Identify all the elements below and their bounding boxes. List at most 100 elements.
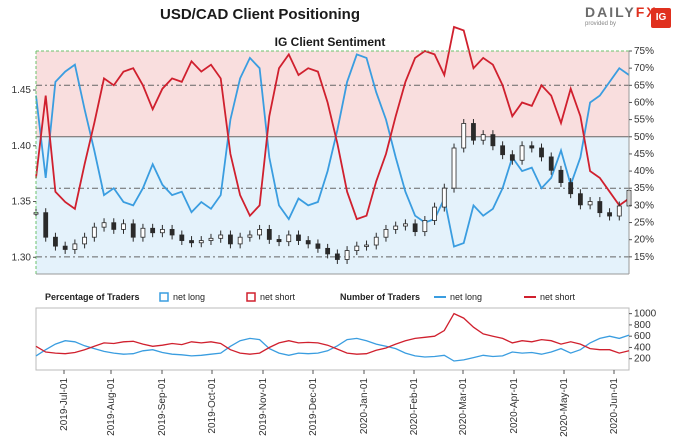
price-candle [305, 240, 311, 245]
price-candle [393, 225, 399, 230]
price-candle [441, 187, 447, 208]
price-candle [451, 147, 457, 189]
price-candle [247, 234, 253, 238]
price-candle [422, 220, 428, 233]
pct-tick-label: 35% [634, 183, 654, 194]
pct-tick-label: 55% [634, 115, 654, 126]
price-candle [334, 253, 340, 260]
x-tick-label: 2019-Dec-01 [308, 378, 319, 436]
legend-pct-long-swatch [159, 292, 169, 302]
price-candle [568, 182, 574, 195]
legend: Percentage of Traders net long net short Nu… [45, 292, 576, 302]
pct-tick-label: 50% [634, 132, 654, 143]
price-candle [62, 245, 68, 250]
pct-tick-label: 60% [634, 97, 654, 108]
long-zone [36, 136, 629, 274]
bottom-frame [35, 307, 630, 371]
legend-pct-short-swatch [246, 292, 256, 302]
net-long-count-line [35, 334, 630, 362]
chart-subtitle: IG Client Sentiment [274, 35, 386, 49]
count-tick-label: 800 [634, 320, 651, 331]
price-candle [169, 228, 175, 236]
net-short-pct-line [35, 25, 630, 221]
price-candle [500, 145, 506, 156]
logo-tagline: provided by [585, 21, 617, 27]
net-long-pct-line [35, 53, 630, 248]
price-candle [72, 243, 78, 250]
price-candle [91, 226, 97, 238]
pct-tick-label: 70% [634, 63, 654, 74]
price-candle [471, 123, 476, 141]
x-tick-label: 2020-May-01 [559, 378, 570, 437]
price-candle [412, 223, 418, 233]
x-tick-label: 2020-Mar-01 [458, 378, 469, 436]
price-candle [150, 227, 156, 234]
pct-tick-label: 30% [634, 200, 654, 211]
price-candle [101, 222, 107, 228]
price-candle [286, 234, 292, 243]
price-candle [519, 145, 525, 161]
price-candle [354, 245, 360, 251]
x-tick-label: 2020-Jun-01 [609, 378, 620, 435]
x-axis: 2019-Jul-01 2019-Aug-01 2019-Sep-01 2019-Oc… [59, 370, 620, 437]
price-candle [325, 247, 331, 255]
price-candle [616, 205, 622, 217]
legend-pct-short: net short [260, 292, 296, 302]
price-candle [315, 243, 321, 249]
price-candle [577, 193, 583, 206]
pct-tick-label: 40% [634, 166, 654, 177]
price-candle [461, 123, 467, 149]
x-tick-label: 2020-Apr-01 [509, 378, 520, 434]
price-candle [539, 147, 544, 158]
price-tick-label: 1.40 [12, 141, 32, 152]
price-tick-label: 1.45 [12, 85, 32, 96]
net-short-count-line [35, 312, 630, 355]
legend-pct-long: net long [173, 292, 205, 302]
dailyfx-logo: DAILYFX provided by IG [585, 4, 675, 30]
x-tick-label: 2020-Feb-01 [409, 378, 420, 436]
price-candle [189, 240, 194, 244]
x-tick-label: 2019-Sep-01 [157, 378, 168, 436]
legend-pct-title: Percentage of Traders [45, 292, 140, 302]
x-tick-label: 2019-Oct-01 [207, 378, 218, 434]
ig-badge-icon: IG [651, 8, 671, 28]
price-candle [597, 201, 603, 214]
price-candle [403, 223, 408, 227]
x-tick-label: 2019-Jul-01 [59, 378, 70, 431]
price-candle [198, 240, 204, 244]
count-tick-label: 600 [634, 331, 651, 342]
price-candle [490, 134, 496, 147]
price-candle [558, 169, 564, 183]
price-candle [159, 228, 165, 234]
price-candle [53, 236, 58, 247]
price-candle [82, 236, 88, 245]
price-candle [432, 206, 437, 221]
price-candle [373, 236, 379, 246]
legend-num-long: net long [450, 292, 482, 302]
logo-brand: DAILYFX [585, 4, 658, 20]
price-candle [383, 228, 389, 238]
price-candle [121, 223, 126, 230]
x-tick-label: 2019-Nov-01 [258, 378, 269, 436]
price-candle [529, 145, 535, 149]
price-candle [130, 223, 136, 238]
price-candle [111, 222, 117, 230]
pct-tick-label: 20% [634, 235, 654, 246]
pct-tick-label: 15% [634, 252, 654, 263]
price-candle [344, 250, 350, 260]
count-tick-label: 200 [634, 354, 651, 365]
price-candle [364, 244, 369, 247]
x-tick-label: 2019-Aug-01 [106, 378, 117, 436]
price-candle [296, 234, 301, 241]
pct-tick-label: 25% [634, 218, 654, 229]
price-candle [607, 212, 612, 217]
legend-num-short: net short [540, 292, 576, 302]
price-candle [228, 234, 233, 245]
price-candle [43, 212, 49, 238]
price-candle [257, 228, 262, 236]
count-tick-label: 1000 [634, 309, 657, 320]
price-candle [179, 234, 185, 241]
count-tick-label: 400 [634, 342, 651, 353]
